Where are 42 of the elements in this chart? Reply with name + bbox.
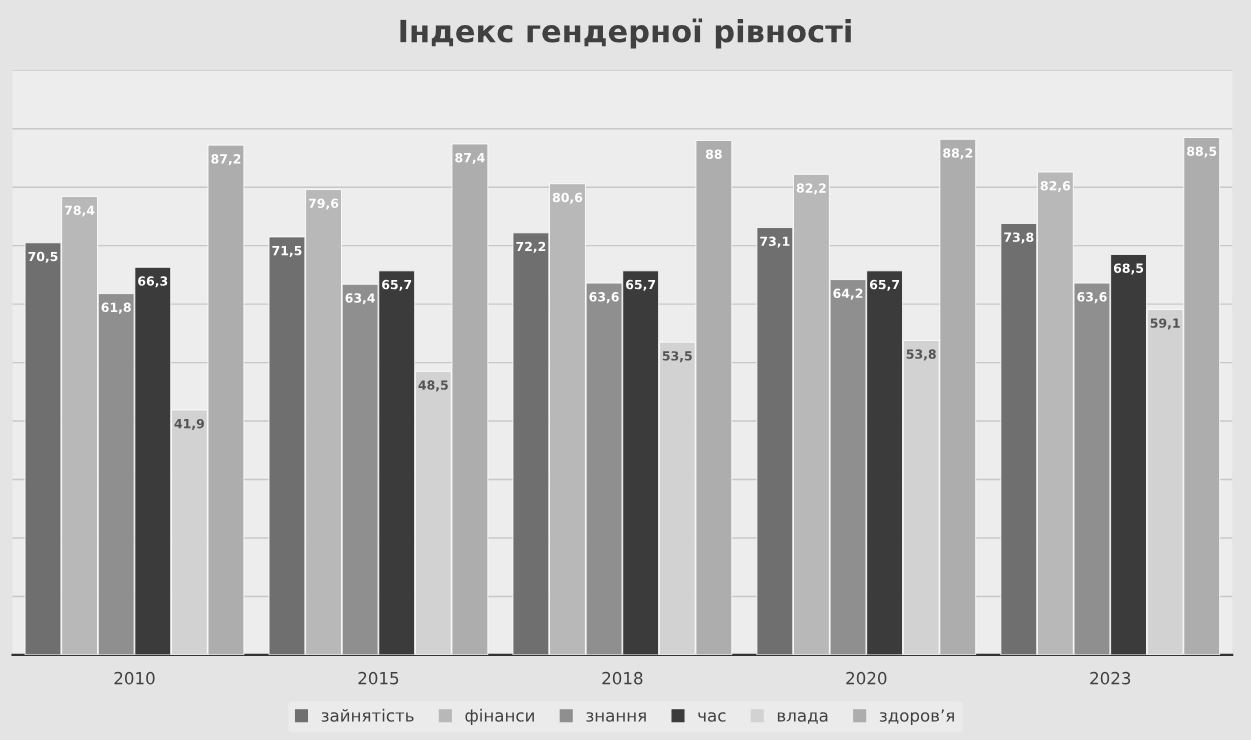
data-label: 72,2 [516, 241, 546, 253]
data-label: 65,7 [382, 279, 412, 291]
data-label: 73,8 [1004, 232, 1034, 244]
data-label: 53,8 [906, 349, 936, 361]
data-label: 73,1 [760, 236, 790, 248]
data-label: 88 [705, 149, 722, 159]
data-label: 63,4 [345, 293, 375, 305]
data-label: 63,6 [589, 292, 619, 304]
data-label: 88,5 [1187, 146, 1217, 158]
data-label: 71,5 [272, 246, 302, 257]
x-tick-label: 2018 [602, 671, 643, 685]
x-tick-label: 2010 [114, 671, 155, 685]
data-label: 80,6 [552, 192, 583, 204]
data-label: 68,5 [1113, 263, 1144, 275]
data-label: 65,7 [869, 279, 900, 291]
data-label: 79,6 [308, 198, 339, 210]
data-label: 66,3 [138, 276, 168, 288]
legend-label: здоров’я [879, 709, 954, 725]
data-label: 63,6 [1077, 292, 1107, 304]
data-label: 70,5 [28, 251, 58, 263]
data-label: 59,1 [1150, 318, 1180, 330]
legend-label: знання [586, 712, 646, 722]
data-label: 87,2 [211, 154, 241, 166]
x-tick-label: 2015 [358, 671, 399, 685]
data-label: 78,4 [65, 205, 95, 217]
chart-title: Індекс гендерної рівності [400, 18, 851, 49]
legend-label: час [698, 712, 726, 722]
x-tick-label: 2020 [846, 671, 887, 685]
data-label: 41,9 [174, 418, 204, 430]
data-label: 64,2 [833, 288, 863, 300]
x-tick-label: 2023 [1090, 671, 1131, 685]
data-label: 87,4 [455, 152, 485, 164]
legend-label: фінанси [465, 708, 534, 725]
legend-label: влада [777, 712, 828, 724]
data-label: 65,7 [626, 279, 656, 291]
data-label: 53,5 [662, 351, 692, 363]
legend-label: зайнятість [321, 708, 414, 722]
data-label: 48,5 [418, 380, 448, 392]
data-label: 88,2 [943, 148, 973, 160]
data-label: 61,8 [101, 302, 131, 314]
data-label: 82,2 [796, 183, 826, 195]
data-label: 82,6 [1040, 181, 1071, 193]
